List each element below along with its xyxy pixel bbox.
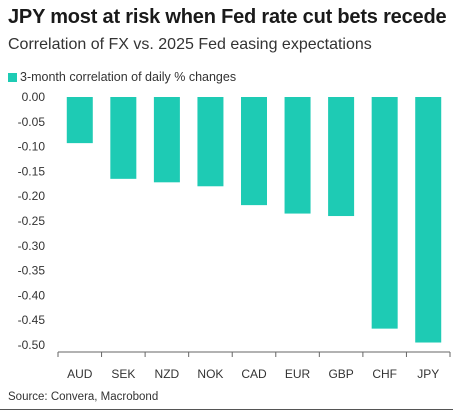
x-tick-label: AUD [67, 367, 93, 381]
y-tick-label: -0.15 [18, 164, 46, 178]
y-tick-label: -0.35 [18, 264, 46, 278]
bottom-divider [0, 409, 453, 410]
legend-label: 3-month correlation of daily % changes [20, 70, 237, 84]
bar-chf [371, 97, 398, 329]
bar-eur [284, 97, 311, 214]
x-tick-label: SEK [111, 367, 135, 381]
x-tick-label: JPY [417, 367, 439, 381]
legend-swatch [8, 72, 17, 82]
x-tick-label: GBP [328, 367, 353, 381]
source-note: Source: Convera, Macrobond [8, 391, 159, 403]
bar-jpy [415, 97, 442, 343]
y-tick-label: -0.30 [18, 239, 46, 253]
x-tick-label: NZD [155, 367, 180, 381]
x-tick-label: CAD [241, 367, 267, 381]
bar-sek [110, 97, 137, 179]
x-tick-label: NOK [197, 367, 223, 381]
bar-nzd [153, 97, 180, 183]
y-tick-label: -0.05 [18, 115, 46, 129]
y-tick-label: -0.40 [18, 288, 46, 302]
chart-subtitle: Correlation of FX vs. 2025 Fed easing ex… [8, 36, 372, 53]
bar-aud [66, 97, 93, 144]
bar-gbp [328, 97, 355, 217]
x-tick-label: EUR [285, 367, 311, 381]
y-tick-label: -0.50 [18, 338, 46, 352]
y-tick-label: 0.00 [22, 90, 46, 104]
legend: 3-month correlation of daily % changes [8, 70, 236, 84]
bar-nok [197, 97, 224, 187]
y-tick-label: -0.10 [18, 140, 46, 154]
y-tick-label: -0.45 [18, 313, 46, 327]
y-tick-label: -0.25 [18, 214, 46, 228]
x-tick-label: CHF [372, 367, 397, 381]
bar-cad [241, 97, 267, 206]
y-tick-label: -0.20 [18, 189, 46, 203]
chart-title: JPY most at risk when Fed rate cut bets … [8, 6, 447, 28]
